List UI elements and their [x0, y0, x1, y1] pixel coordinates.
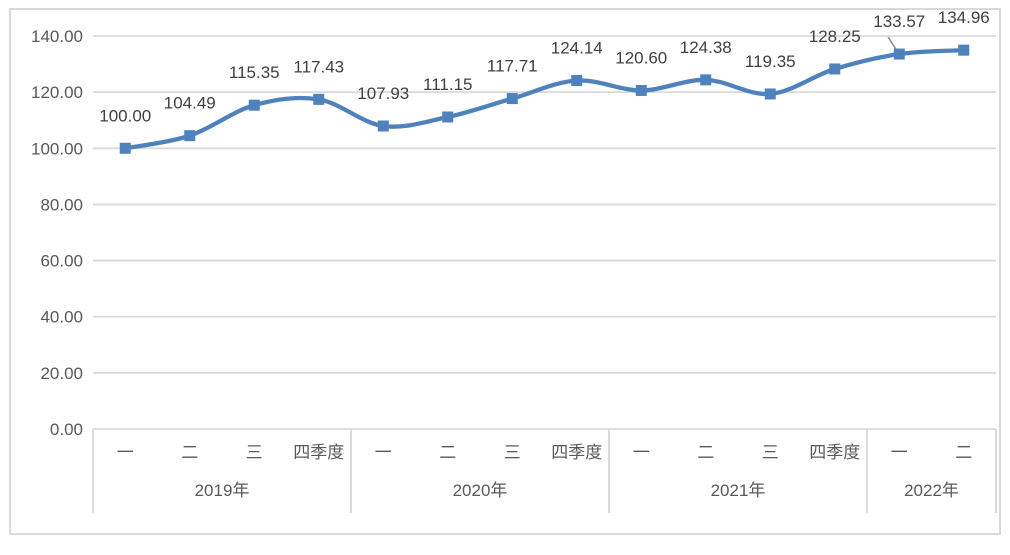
data-point-marker	[635, 84, 647, 96]
year-tick-label: 2020年	[453, 481, 508, 500]
quarter-tick-label: 四季度	[551, 443, 602, 462]
data-point-marker	[764, 88, 776, 100]
y-tick-label: 20.00	[40, 364, 83, 383]
data-point-marker	[700, 74, 712, 86]
data-label: 100.00	[99, 106, 151, 125]
data-point-marker	[184, 130, 196, 142]
data-label: 120.60	[615, 48, 667, 67]
data-point-marker	[377, 120, 389, 132]
y-tick-label: 120.00	[31, 83, 83, 102]
data-label: 124.38	[680, 38, 732, 57]
data-label: 115.35	[229, 63, 280, 82]
data-point-marker	[958, 44, 970, 56]
quarter-tick-label: 二	[181, 443, 198, 462]
y-tick-label: 100.00	[31, 139, 83, 158]
y-tick-label: 140.00	[31, 27, 83, 46]
data-label: 117.43	[293, 57, 344, 76]
y-tick-label: 60.00	[40, 252, 83, 271]
year-tick-label: 2021年	[711, 481, 766, 500]
series-line	[123, 47, 966, 151]
y-tick-label: 40.00	[40, 308, 83, 327]
quarter-tick-label: 一	[891, 443, 908, 462]
year-tick-label: 2022年	[904, 481, 959, 500]
data-point-marker	[893, 48, 905, 60]
year-tick-label: 2019年	[195, 481, 250, 500]
data-point-marker	[571, 75, 583, 87]
quarter-tick-label: 三	[762, 443, 779, 462]
quarter-tick-label: 三	[504, 443, 521, 462]
data-label: 133.57	[873, 12, 925, 31]
quarter-tick-label: 三	[246, 443, 263, 462]
data-label: 117.71	[487, 57, 538, 76]
data-label: 134.96	[938, 8, 990, 27]
data-point-marker	[313, 93, 325, 105]
quarter-tick-label: 一	[375, 443, 392, 462]
data-label: 128.25	[809, 27, 861, 46]
quarter-tick-label: 四季度	[293, 443, 344, 462]
data-label: 111.15	[423, 75, 472, 94]
data-point-marker	[248, 99, 260, 111]
data-point-marker	[506, 93, 518, 105]
data-point-marker	[829, 63, 841, 75]
data-point-marker	[442, 111, 454, 123]
data-point-marker	[119, 142, 131, 154]
chart-border	[9, 8, 1001, 535]
quarter-tick-label: 二	[955, 443, 972, 462]
quarter-tick-label: 四季度	[809, 443, 860, 462]
data-label: 119.35	[745, 52, 796, 71]
quarter-tick-label: 一	[117, 443, 134, 462]
y-tick-label: 0.00	[50, 420, 83, 439]
data-label: 124.14	[551, 39, 603, 58]
quarter-tick-label: 一	[633, 443, 650, 462]
y-tick-label: 80.00	[40, 195, 83, 214]
data-label: 104.49	[164, 94, 216, 113]
quarter-tick-label: 二	[439, 443, 456, 462]
data-label: 107.93	[357, 84, 409, 103]
quarter-tick-label: 二	[697, 443, 714, 462]
